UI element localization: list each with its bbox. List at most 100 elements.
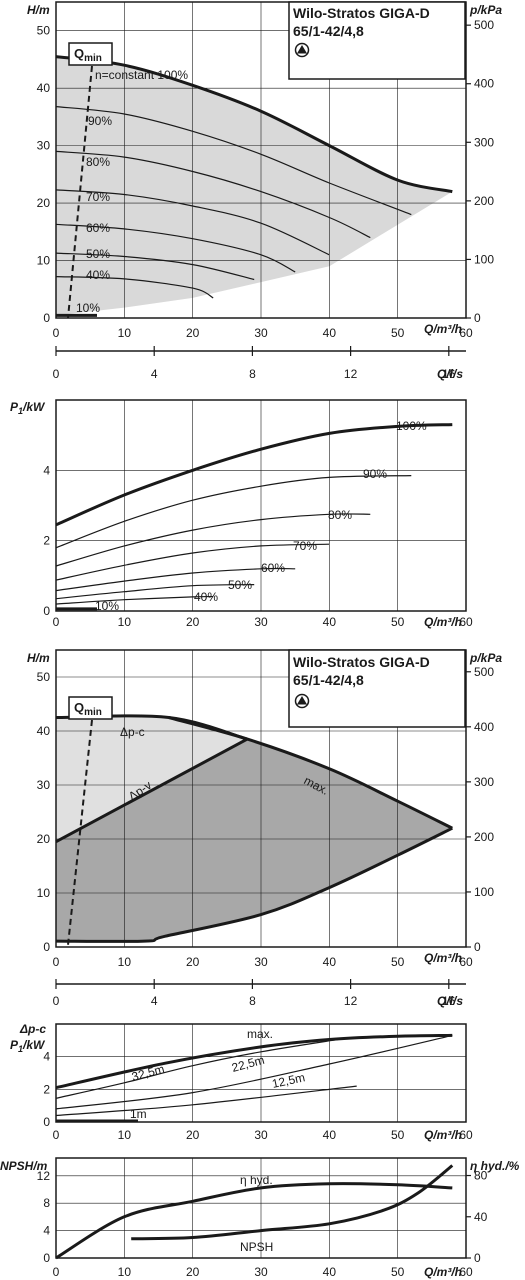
x-tick-label: 20: [186, 1128, 200, 1142]
curve-label: 90%: [88, 114, 112, 128]
curve-225m: [55, 1034, 453, 1110]
x-tick-label: 0: [53, 955, 60, 969]
x-tick-label: 40: [323, 1128, 337, 1142]
y-tick-label: 2: [43, 1082, 50, 1096]
y2-axis-title: p/kPa: [469, 3, 502, 17]
y-tick-label: 4: [43, 1050, 50, 1064]
x-tick-label: 50: [391, 615, 405, 629]
title-box: [288, 1, 466, 80]
x-tick-label: 0: [53, 367, 60, 381]
qmin-label: Qmin: [74, 700, 102, 718]
curve-label: n=constant 100%: [95, 68, 188, 82]
curve-labels: η hyd. NPSH: [240, 1173, 273, 1254]
curve-min: [55, 826, 453, 943]
tick-labels: 0 10 20 30 40 50 60 0 2 4: [43, 1050, 473, 1142]
y2-tick-label: 500: [474, 18, 494, 32]
curve-50: [55, 584, 255, 600]
x-tick-label: 16: [442, 367, 456, 381]
y-tick-label: 50: [37, 24, 51, 38]
x-axis-title: Q/l/s: [437, 367, 463, 381]
x-tick-label: 0: [53, 1128, 60, 1142]
x-tick-label: 50: [391, 326, 405, 340]
qmin-line: [67, 719, 93, 946]
y2-tick-label: 300: [474, 135, 494, 149]
y-axis-title: H/m: [27, 3, 50, 17]
y-axis-title: NPSH/m: [0, 1159, 48, 1173]
y-tick-label: 0: [43, 311, 50, 325]
x-tick-label: 40: [323, 615, 337, 629]
x-tick-label: 10: [118, 1128, 132, 1142]
y-tick-label: 0: [43, 604, 50, 618]
curve-100: [55, 423, 453, 527]
curve-label: 100%: [396, 419, 427, 433]
curve-label: NPSH: [240, 1240, 273, 1254]
y2-axis-title: η hyd./%: [470, 1159, 520, 1173]
y2-tick-label: 300: [474, 775, 494, 789]
x-tick-label: 10: [118, 326, 132, 340]
y2-tick-label: 0: [474, 940, 481, 954]
y-tick-label: 10: [37, 886, 51, 900]
curve-90: [55, 106, 412, 216]
x-tick-label: 30: [254, 1128, 268, 1142]
curve-40: [55, 276, 214, 299]
x-tick-label: 50: [391, 955, 405, 969]
x-tick-label: 30: [254, 1265, 268, 1279]
curve-label: 60%: [261, 561, 285, 575]
flow-ls-axis: 0 4 8 12 16 Q/l/s: [53, 346, 466, 381]
x-tick-label: 16: [442, 994, 456, 1008]
x-tick-label: 4: [151, 367, 158, 381]
curve-label: 50%: [228, 578, 252, 592]
curve-label: 10%: [95, 599, 119, 613]
curve-70: [55, 543, 330, 581]
y-tick-label: 50: [37, 670, 51, 684]
plot-frame: [55, 1157, 467, 1259]
y2-tick-label: 200: [474, 830, 494, 844]
x-tick-label: 0: [53, 994, 60, 1008]
y-tick-label: 10: [37, 254, 51, 268]
curve-90: [55, 475, 412, 549]
y-axis-title: P1/kW: [10, 400, 46, 416]
pump-symbol-icon: [294, 42, 310, 58]
x-tick-label: 60: [459, 615, 473, 629]
y-axis-title-mode: Δp-c: [19, 1022, 46, 1036]
dp-c-range-area: [56, 717, 248, 842]
x-tick-label: 40: [323, 955, 337, 969]
operating-range-area: [56, 56, 453, 316]
y-tick-label: 20: [37, 832, 51, 846]
x-axis-title: Q/m³/h: [424, 951, 462, 965]
x-tick-label: 60: [459, 326, 473, 340]
curve-npsh: [131, 1164, 454, 1241]
curve-label: 70%: [293, 539, 317, 553]
x-tick-label: 50: [391, 1128, 405, 1142]
curve-label: Δp-c: [120, 725, 145, 739]
y-tick-label: 0: [43, 1115, 50, 1129]
curve-label: max.: [247, 1027, 273, 1041]
x-axis-title: Q/m³/h: [424, 1128, 462, 1142]
x-tick-label: 12: [344, 994, 358, 1008]
curves: [55, 423, 453, 611]
x-tick-label: 0: [53, 615, 60, 629]
curves: [55, 55, 453, 317]
curves: [55, 1164, 454, 1260]
y-tick-label: 40: [37, 81, 51, 95]
curve-325m: [55, 1038, 344, 1099]
pump-symbol-icon: [294, 693, 310, 709]
y-tick-label: 30: [37, 778, 51, 792]
curve-label: 80%: [86, 155, 110, 169]
y2-tick-label: 80: [474, 1169, 488, 1183]
x-tick-label: 20: [186, 326, 200, 340]
plot-frame: [55, 649, 467, 948]
plot-frame: [55, 399, 467, 612]
y2-tick-label: 100: [474, 252, 494, 266]
x-tick-label: 12: [344, 367, 358, 381]
curve-label: 10%: [76, 301, 100, 315]
x-tick-label: 8: [249, 994, 256, 1008]
hq-control-chart: 0 10 20 30 40 50 60010203040500100200300400500…: [27, 649, 502, 969]
x-tick-label: 0: [53, 1265, 60, 1279]
y-tick-label: 40: [37, 724, 51, 738]
